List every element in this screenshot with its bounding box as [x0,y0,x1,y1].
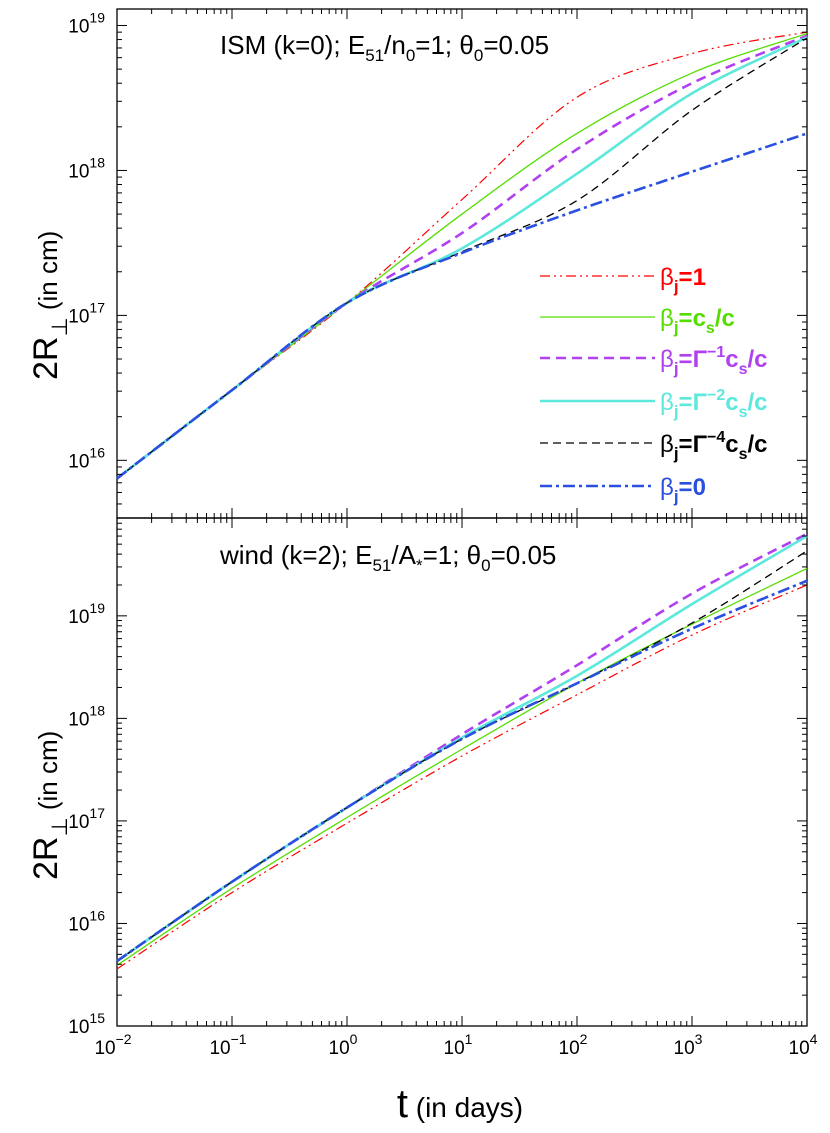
y-tick-label: 1018 [68,154,105,182]
y-tick-label: 1018 [68,702,105,730]
ticks-top: 1016 1017 1018 1019 [68,9,808,519]
series-line-wind-0 [116,584,808,970]
panel-title-bottom: wind (k=2); E51/A*=1; θ0=0.05 [219,540,556,575]
legend-label-1: βj=cs/c [660,305,735,337]
y-tick-label: 1016 [68,444,105,472]
panel-wind: 1015 1016 1017 1018 1019 10−2 10−1 100 101 102 103… [27,517,818,1126]
y-axis-label-bottom: 2R⊥ (in cm) [27,731,72,880]
x-tick-label: 103 [674,1031,703,1059]
panel-ism: 1016 1017 1018 1019 ISM (k=0); E51/n0=1; θ0… [27,8,808,519]
x-tick-label: 104 [789,1031,818,1059]
series-group-top [116,31,808,480]
series-line-wind-4 [116,550,808,962]
series-line-wind-1 [116,567,808,966]
legend-label-2: βj=Γ−1cs/c [660,344,768,378]
legend-label-0: βj=1 [660,264,706,296]
y-tick-label: 1016 [68,907,105,935]
x-tick-label: 100 [329,1031,358,1059]
legend: βj=1 βj=cs/c βj=Γ−1cs/c βj=Γ−2cs/c βj=Γ−4cs/… [540,264,768,506]
y-tick-label: 1019 [68,10,105,38]
series-line-ism-5 [116,132,808,480]
legend-label-3: βj=Γ−2cs/c [660,387,768,421]
series-line-wind-5 [116,579,808,963]
y-tick-label: 1017 [68,805,105,833]
y-tick-label: 1017 [68,299,105,327]
x-tick-label: 10−1 [209,1031,246,1059]
x-tick-label: 102 [559,1031,588,1059]
x-tick-label: 101 [444,1031,473,1059]
legend-label-5: βj=0 [660,474,706,506]
plot-frame-bottom [116,517,808,1027]
y-tick-label: 1019 [68,600,105,628]
y-tick-label: 1015 [68,1010,105,1038]
ticks-bottom: 1015 1016 1017 1018 1019 10−2 10−1 100 101 102 103… [68,517,818,1059]
x-tick-label: 10−2 [94,1031,131,1059]
x-axis-label: t (in days) [397,1082,523,1126]
series-group-bottom [116,532,808,970]
legend-label-4: βj=Γ−4cs/c [660,429,768,463]
panel-title-top: ISM (k=0); E51/n0=1; θ0=0.05 [220,30,549,65]
y-axis-label-top: 2R⊥ (in cm) [27,231,72,380]
